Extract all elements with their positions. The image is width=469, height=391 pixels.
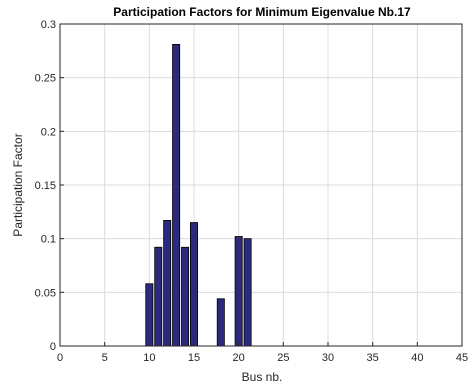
- y-tick-label: 0.05: [35, 287, 56, 299]
- x-tick-label: 10: [143, 352, 155, 364]
- x-tick-label: 40: [411, 352, 423, 364]
- y-tick-label: 0.2: [41, 126, 56, 138]
- bar-bus-10: [145, 283, 154, 347]
- y-tick-label: 0.1: [41, 234, 56, 246]
- bars: [145, 43, 252, 347]
- x-tick-label: 45: [456, 352, 468, 364]
- x-tick-label: 0: [57, 352, 63, 364]
- y-tick-label: 0: [50, 341, 56, 353]
- bar-bus-11: [154, 246, 163, 347]
- y-tick-label: 0.25: [35, 73, 56, 85]
- bar-bus-14: [181, 246, 190, 347]
- x-tick-label: 30: [322, 352, 334, 364]
- bar-bus-18: [216, 298, 225, 347]
- bar-bus-13: [172, 43, 181, 347]
- x-tick-label: 15: [188, 352, 200, 364]
- bar-bus-15: [190, 222, 198, 347]
- x-tick-label: 25: [277, 352, 289, 364]
- y-axis-ticks: 0 0.05 0.1 0.15 0.2 0.25 0.3: [35, 19, 64, 353]
- x-tick-label: 20: [233, 352, 245, 364]
- y-tick-label: 0.3: [41, 19, 56, 31]
- x-axis-label: Bus nb.: [242, 370, 283, 384]
- x-tick-label: 5: [102, 352, 108, 364]
- bar-bus-20: [234, 236, 243, 347]
- bar-bus-12: [163, 220, 172, 347]
- x-tick-label: 35: [367, 352, 379, 364]
- y-axis-label: Participation Factor: [11, 133, 25, 236]
- chart-title: Participation Factors for Minimum Eigenv…: [113, 5, 411, 19]
- bar-bus-21: [243, 238, 252, 347]
- y-tick-label: 0.15: [35, 180, 56, 192]
- x-axis-ticks: 0 5 10 15 20 25 30 35 40 45: [57, 342, 468, 364]
- grid: [59, 23, 463, 347]
